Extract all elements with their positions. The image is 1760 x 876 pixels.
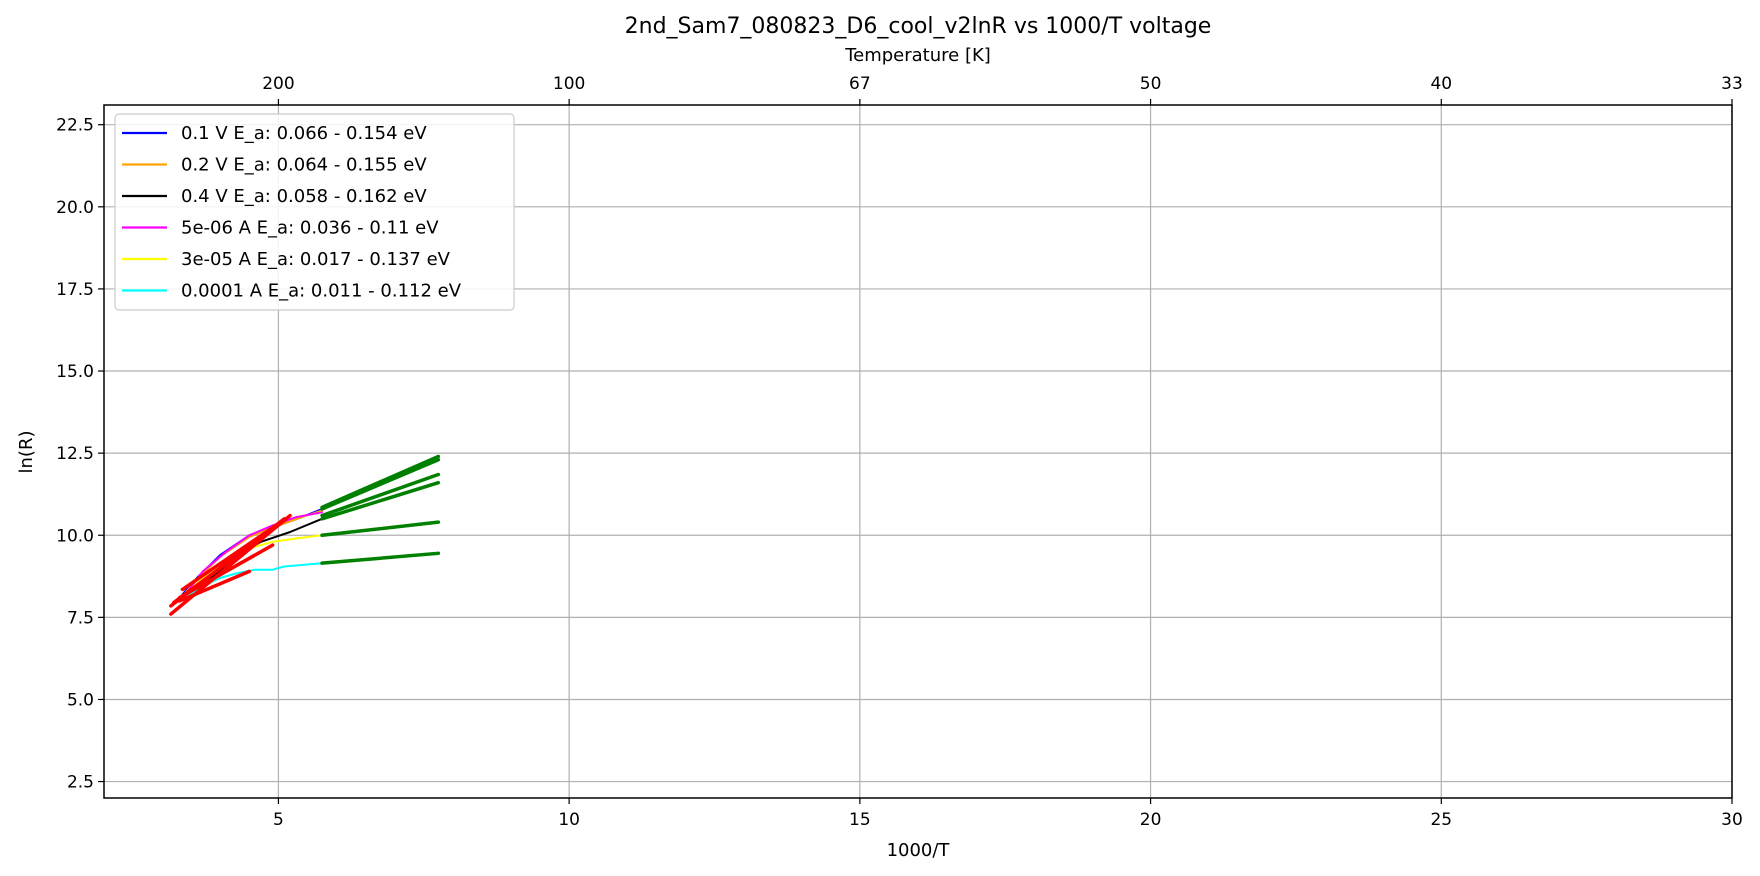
top-axis-ticks: 200 100 67 50 40 33 — [262, 74, 1743, 105]
series-line-4 — [184, 511, 323, 596]
top-tick-label: 100 — [553, 74, 585, 94]
top-axis-label: Temperature [K] — [844, 45, 991, 66]
y-tick-label: 15.0 — [56, 362, 94, 382]
legend-entry-label: 3e-05 A E_a: 0.017 - 0.137 eV — [181, 249, 451, 270]
x-tick-label: 25 — [1430, 810, 1452, 830]
x-axis-label: 1000/T — [887, 840, 951, 861]
top-tick-label: 33 — [1721, 74, 1743, 94]
top-tick-label: 40 — [1430, 74, 1452, 94]
y-tick-label: 7.5 — [67, 608, 94, 628]
plot-area — [169, 454, 441, 616]
grid — [104, 105, 1733, 798]
fit-line-low-t-6 — [320, 551, 441, 565]
y-tick-label: 17.5 — [56, 280, 94, 300]
fit-line-low-t-2 — [320, 457, 441, 511]
legend-entry-label: 0.4 V E_a: 0.058 - 0.162 eV — [181, 186, 427, 207]
y-tick-label: 2.5 — [67, 773, 94, 793]
legend-entry-label: 5e-06 A E_a: 0.036 - 0.11 eV — [181, 218, 439, 239]
x-tick-label: 5 — [273, 810, 284, 830]
axes-frame — [103, 104, 1733, 799]
x-axis-ticks: 5 10 15 20 25 30 — [273, 798, 1743, 830]
legend-box — [114, 113, 515, 311]
legend-entry-label: 0.2 V E_a: 0.064 - 0.155 eV — [181, 155, 427, 176]
y-tick-label: 12.5 — [56, 444, 94, 464]
chart-title: 2nd_Sam7_080823_D6_cool_v2lnR vs 1000/T … — [625, 14, 1212, 39]
fit-line-low-t-5 — [320, 520, 441, 538]
y-axis-ticks: 2.5 5.0 7.5 10.0 12.5 15.0 17.5 20.0 22.5 — [56, 116, 104, 793]
top-tick-label: 200 — [262, 74, 294, 94]
x-tick-label: 30 — [1721, 810, 1743, 830]
fit-line-low-t-1 — [320, 454, 441, 510]
fit-line-high-t-5 — [177, 543, 275, 600]
y-tick-label: 20.0 — [56, 198, 94, 218]
y-axis-label: ln(R) — [16, 431, 37, 474]
legend-entry-label: 0.0001 A E_a: 0.011 - 0.112 eV — [181, 281, 462, 302]
x-tick-label: 20 — [1140, 810, 1162, 830]
fit-line-high-t-6 — [177, 569, 252, 603]
y-tick-label: 22.5 — [56, 116, 94, 136]
top-tick-label: 67 — [849, 74, 871, 94]
fit-line-low-t-4 — [320, 480, 441, 521]
y-tick-label: 5.0 — [67, 690, 94, 710]
x-tick-label: 10 — [558, 810, 580, 830]
legend: 0.1 V E_a: 0.066 - 0.154 eV 0.2 V E_a: 0.… — [114, 113, 515, 311]
fit-line-high-t-4 — [180, 522, 281, 592]
legend-entry-label: 0.1 V E_a: 0.066 - 0.154 eV — [181, 123, 427, 144]
fit-line-low-t-3 — [320, 472, 441, 518]
top-tick-label: 50 — [1140, 74, 1162, 94]
y-tick-label: 10.0 — [56, 526, 94, 546]
x-tick-label: 15 — [849, 810, 871, 830]
fit-lines — [169, 454, 441, 616]
